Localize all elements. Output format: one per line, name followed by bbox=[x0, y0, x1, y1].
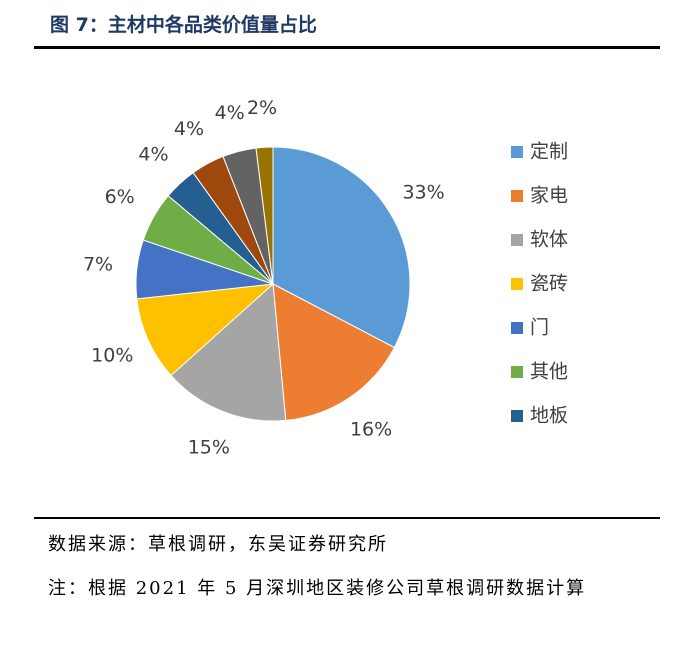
legend-label: 家电 bbox=[530, 185, 568, 207]
legend-swatch bbox=[511, 410, 523, 422]
footnote: 注：根据 2021 年 5 月深圳地区装修公司草根调研数据计算 bbox=[48, 578, 587, 599]
pie-slice bbox=[170, 282, 287, 422]
legend-label: 其他 bbox=[530, 361, 568, 383]
source-note: 数据来源：草根调研，东吴证券研究所 bbox=[48, 534, 388, 555]
data-label: 10% bbox=[91, 344, 133, 366]
data-label: 4% bbox=[174, 118, 204, 140]
legend-swatch bbox=[511, 322, 523, 334]
legend-label: 定制 bbox=[530, 141, 568, 163]
data-label: 33% bbox=[402, 181, 444, 203]
legend-swatch bbox=[511, 366, 523, 378]
data-label: 7% bbox=[83, 253, 113, 275]
legend-label: 软体 bbox=[530, 229, 568, 251]
legend-swatch bbox=[511, 234, 523, 246]
data-label: 16% bbox=[350, 419, 392, 441]
footer-rule bbox=[34, 517, 660, 519]
pie-slice bbox=[272, 146, 411, 349]
data-label: 4% bbox=[138, 143, 168, 165]
legend-swatch bbox=[511, 278, 523, 290]
data-label: 6% bbox=[105, 186, 135, 208]
chart-title: 图 7：主材中各品类价值量占比 bbox=[50, 14, 317, 36]
pie-slice bbox=[272, 283, 396, 421]
legend-swatch bbox=[511, 146, 523, 158]
title-rule bbox=[34, 46, 660, 49]
pie-slice bbox=[255, 146, 274, 285]
legend-swatch bbox=[511, 190, 523, 202]
legend-label: 地板 bbox=[530, 405, 568, 427]
data-label: 15% bbox=[188, 436, 230, 458]
data-label: 2% bbox=[247, 97, 277, 119]
legend-label: 瓷砖 bbox=[530, 273, 568, 295]
data-label: 4% bbox=[215, 102, 245, 124]
pie-slice bbox=[136, 283, 275, 377]
legend-label: 门 bbox=[530, 317, 549, 339]
